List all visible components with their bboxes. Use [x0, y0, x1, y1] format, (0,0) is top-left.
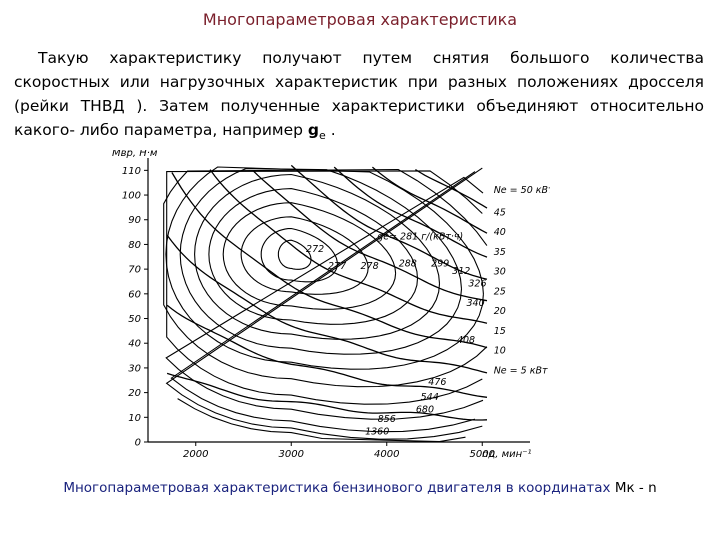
fuel-consumption-label: 277	[328, 261, 346, 272]
fuel-consumption-label: 340	[466, 298, 484, 309]
power-label: 10	[494, 346, 506, 357]
ge-contour-label: gе= 281 г/(кВт·ч)	[377, 231, 463, 242]
power-curve	[252, 170, 488, 302]
fuel-consumption-label: 1360	[365, 427, 389, 438]
fuel-consumption-label: 299	[431, 259, 449, 270]
x-axis-label: nд, мин⁻¹	[482, 449, 531, 460]
y-tick-label: 0	[135, 438, 141, 449]
power-label: 45	[494, 207, 506, 218]
power-curve	[166, 304, 488, 398]
fuel-consumption-contour	[163, 168, 488, 388]
power-label: Nе = 50 кВт	[494, 185, 550, 196]
slide-title: Многопараметровая характеристика	[202, 10, 518, 29]
y-tick-label: 10	[128, 413, 141, 424]
fuel-consumption-contour	[177, 398, 466, 443]
fuel-consumption-contour	[165, 166, 484, 370]
power-curve	[171, 172, 488, 349]
figure-caption: Многопараметровая характеристика бензино…	[0, 480, 720, 496]
param-letter: g	[307, 121, 320, 139]
y-tick-label: 90	[128, 215, 141, 226]
power-label: 40	[494, 227, 506, 238]
fuel-consumption-contour	[222, 202, 397, 310]
fuel-consumption-label: 278	[360, 261, 378, 272]
description-text: Такую характеристику получают путем снят…	[14, 49, 704, 139]
fuel-consumption-contour	[277, 239, 312, 270]
fuel-consumption-label: 476	[428, 377, 446, 388]
fuel-consumption-label: 408	[457, 335, 475, 346]
fuel-consumption-contour	[179, 168, 463, 355]
x-tick-label: 2000	[183, 449, 208, 460]
y-tick-label: 110	[122, 166, 141, 177]
fuel-consumption-label: 272	[306, 244, 324, 255]
fuel-consumption-label: 288	[399, 259, 417, 270]
y-tick-label: 70	[128, 265, 141, 276]
fuel-consumption-label: 544	[421, 392, 439, 403]
y-tick-label: 20	[128, 388, 141, 399]
chart-svg: 0 10 20 30 40 50 60 70 80 90 100 110 2000 3000 4000 500…	[112, 148, 554, 460]
power-label: 25	[494, 286, 506, 297]
y-axis-label: Mвр, Н·м	[112, 150, 158, 159]
fuel-consumption-contour	[166, 170, 483, 405]
y-tick-label: 60	[128, 289, 141, 300]
fuel-consumption-contour	[240, 216, 369, 295]
fuel-consumption-contour	[165, 167, 483, 440]
power-label: 35	[494, 247, 506, 258]
power-label: 30	[494, 267, 506, 278]
power-curve	[209, 169, 488, 324]
fuel-consumption-label: 312	[452, 266, 470, 277]
multiparameter-chart: 0 10 20 30 40 50 60 70 80 90 100 110 2000 3000 4000 500…	[110, 148, 554, 466]
y-tick-label: 100	[122, 191, 141, 202]
caption-coords: Мк - n	[614, 480, 657, 496]
x-tick-label: 5000	[470, 449, 495, 460]
description-paragraph: Такую характеристику получают путем снят…	[14, 46, 704, 148]
description-tail: .	[325, 121, 336, 139]
power-curve	[290, 164, 488, 280]
fuel-consumption-contour	[194, 173, 441, 340]
y-tick-label: 30	[128, 363, 141, 374]
caption-text: Многопараметровая характеристика бензино…	[63, 480, 615, 496]
fuel-consumption-label: 326	[468, 278, 486, 289]
power-label: Nе = 5 кВт	[494, 365, 548, 376]
power-curve	[166, 234, 488, 374]
y-tick-label: 80	[128, 240, 141, 251]
x-tick-label: 4000	[374, 449, 399, 460]
fuel-consumption-label: 680	[416, 404, 434, 415]
fuel-consumption-contour	[165, 176, 484, 420]
param-subscript: e	[319, 129, 326, 143]
power-curve	[333, 166, 488, 258]
power-label: 20	[494, 306, 506, 317]
y-tick-label: 50	[128, 314, 141, 325]
fuel-consumption-label: 856	[378, 414, 396, 425]
power-label: 15	[494, 326, 506, 337]
fuel-consumption-contour	[170, 171, 476, 433]
x-tick-label: 3000	[279, 449, 304, 460]
fuel-consumption-contour	[208, 188, 419, 325]
y-tick-label: 40	[128, 339, 141, 350]
